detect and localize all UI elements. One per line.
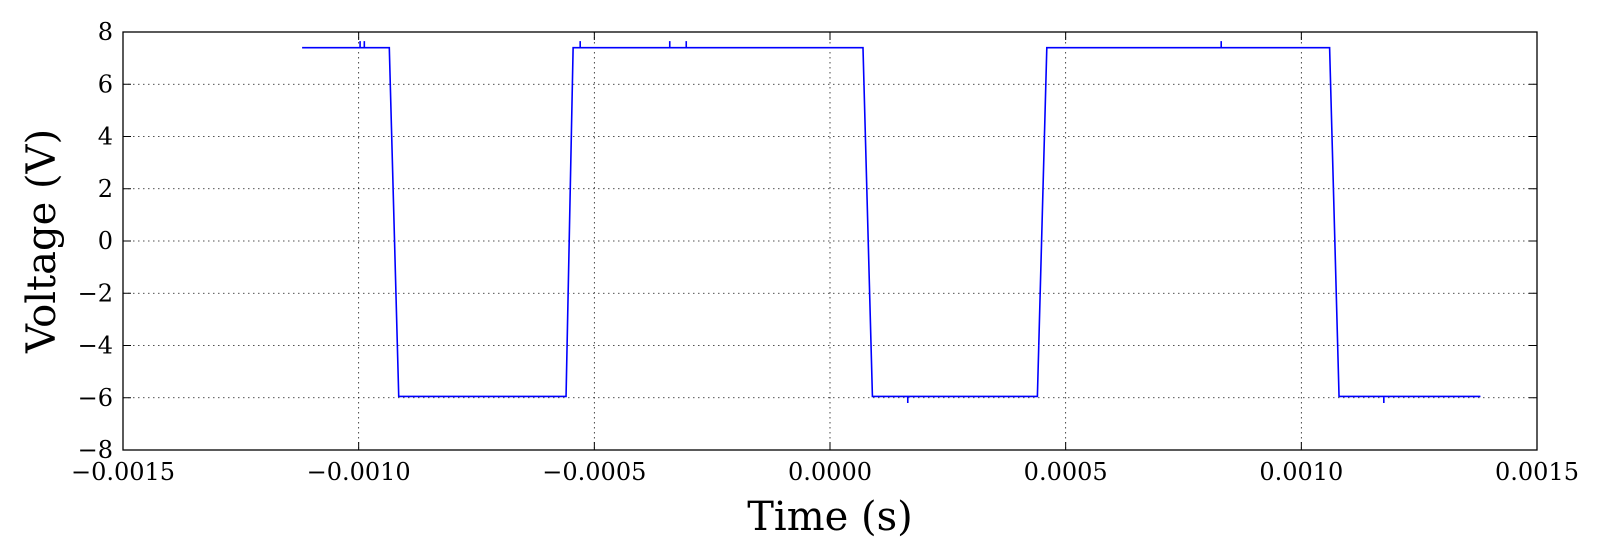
y-tick-label: −8 <box>78 436 113 464</box>
y-tick-label: 2 <box>98 175 113 203</box>
voltage-series-line <box>302 41 1481 403</box>
x-tick-label: −0.0010 <box>307 458 411 486</box>
y-tick-labels: −8 −6 −4 −2 0 2 4 6 8 <box>78 18 113 464</box>
x-tick-label: 0.0015 <box>1495 458 1579 486</box>
y-tick-label: 0 <box>98 227 113 255</box>
x-tick-label: 0.0005 <box>1024 458 1108 486</box>
y-tick-label: −4 <box>78 332 113 360</box>
grid <box>123 32 1537 450</box>
y-tick-label: −2 <box>78 279 113 307</box>
x-tick-label: 0.0000 <box>788 458 872 486</box>
y-tick-label: −6 <box>78 384 113 412</box>
x-tick-label: −0.0005 <box>542 458 646 486</box>
y-tick-label: 8 <box>98 18 113 46</box>
tick-marks <box>122 31 1538 451</box>
y-axis-label: Voltage (V) <box>19 129 65 354</box>
x-tick-label: −0.0015 <box>71 458 175 486</box>
x-tick-label: 0.0010 <box>1259 458 1343 486</box>
y-tick-label: 4 <box>98 123 113 151</box>
series-layer <box>302 41 1481 403</box>
x-tick-labels: −0.0015 −0.0010 −0.0005 0.0000 0.0005 0.0010 0… <box>71 458 1579 486</box>
x-axis-label: Time (s) <box>747 494 913 540</box>
y-tick-label: 6 <box>98 70 113 98</box>
